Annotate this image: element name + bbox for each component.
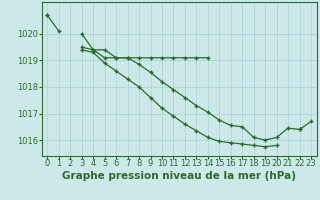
X-axis label: Graphe pression niveau de la mer (hPa): Graphe pression niveau de la mer (hPa) — [62, 171, 296, 181]
